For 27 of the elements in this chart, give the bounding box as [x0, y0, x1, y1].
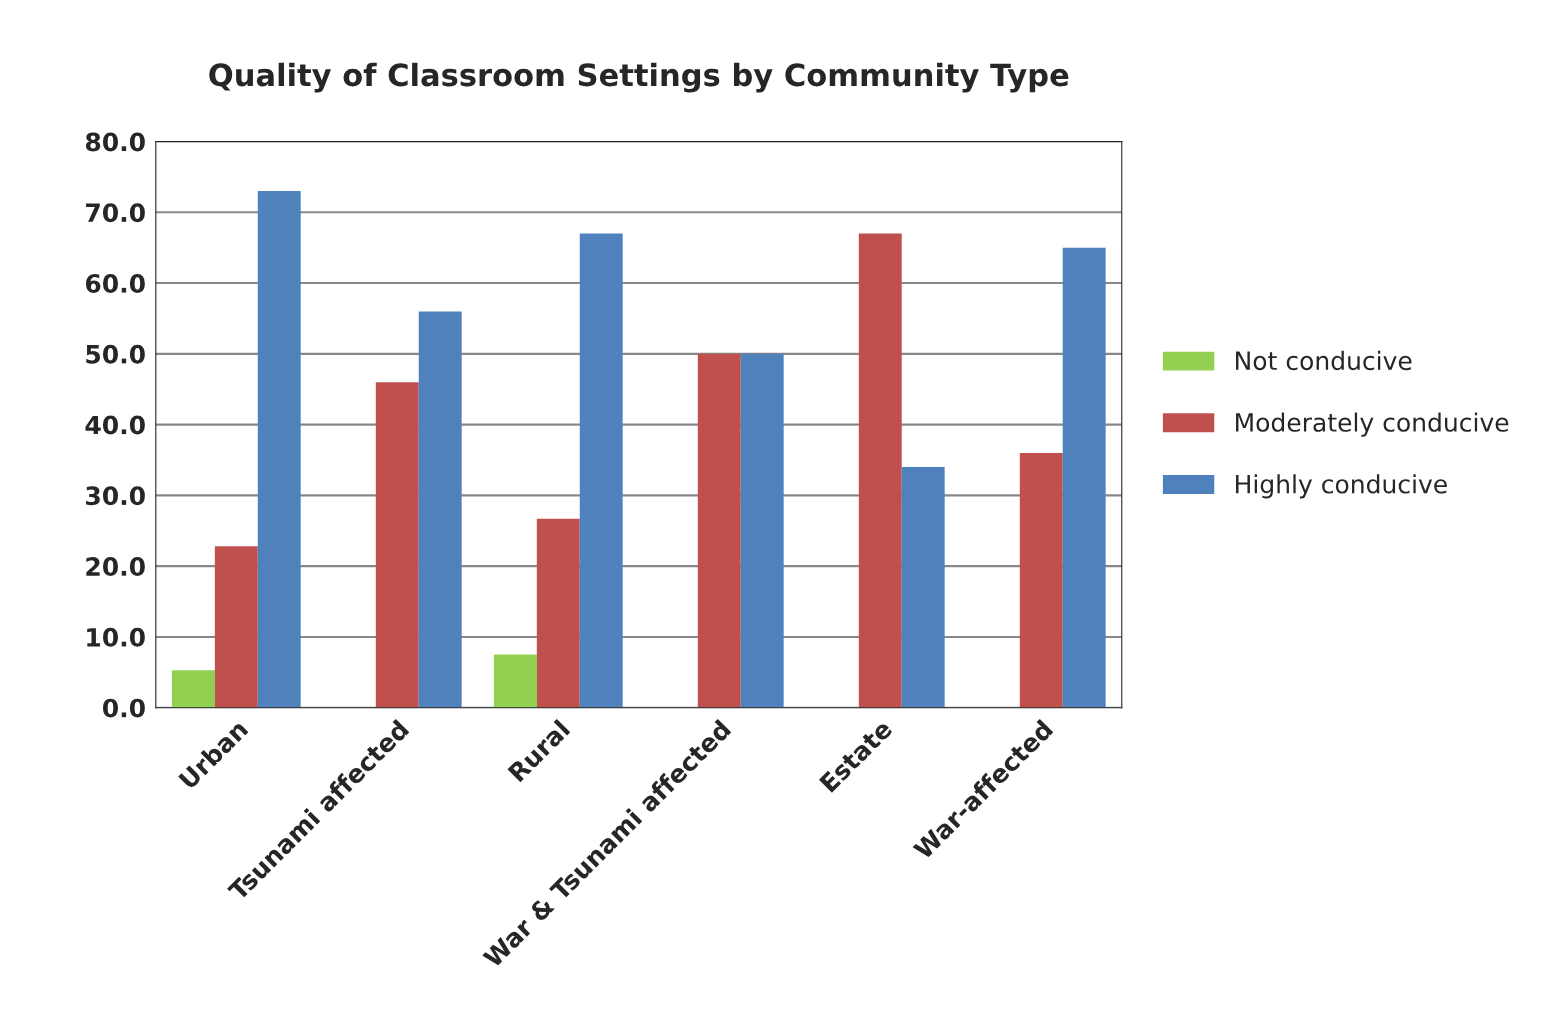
bar	[418, 311, 462, 708]
legend-label: Highly conducive	[1236, 474, 1447, 499]
bar	[536, 518, 580, 708]
y-tick-label: 0.0	[102, 698, 145, 718]
legend-label: Moderately conducive	[1236, 412, 1509, 437]
y-tick-label: 80.0	[85, 132, 145, 152]
chart-title: Quality of Classroom Settings by Community Type	[209, 62, 1069, 93]
bar	[579, 233, 623, 708]
y-tick-label: 20.0	[86, 557, 145, 577]
y-tick-label: 50.0	[86, 344, 145, 364]
bar	[171, 670, 215, 708]
bar	[697, 353, 741, 708]
bar	[1019, 452, 1063, 708]
bar	[375, 382, 419, 708]
y-tick-label: 70.0	[86, 203, 145, 223]
bar	[901, 467, 945, 708]
bar	[858, 233, 902, 708]
legend-label: Not conducive	[1236, 350, 1412, 371]
y-tick-label: 10.0	[87, 627, 145, 647]
y-tick-label: 30.0	[86, 486, 145, 506]
y-tick-label: 60.0	[85, 274, 145, 293]
y-tick-label: 40.0	[85, 415, 145, 435]
bar	[214, 546, 258, 708]
bar	[1062, 247, 1106, 708]
bar	[493, 654, 537, 708]
bar	[257, 191, 301, 708]
bar	[740, 353, 784, 708]
